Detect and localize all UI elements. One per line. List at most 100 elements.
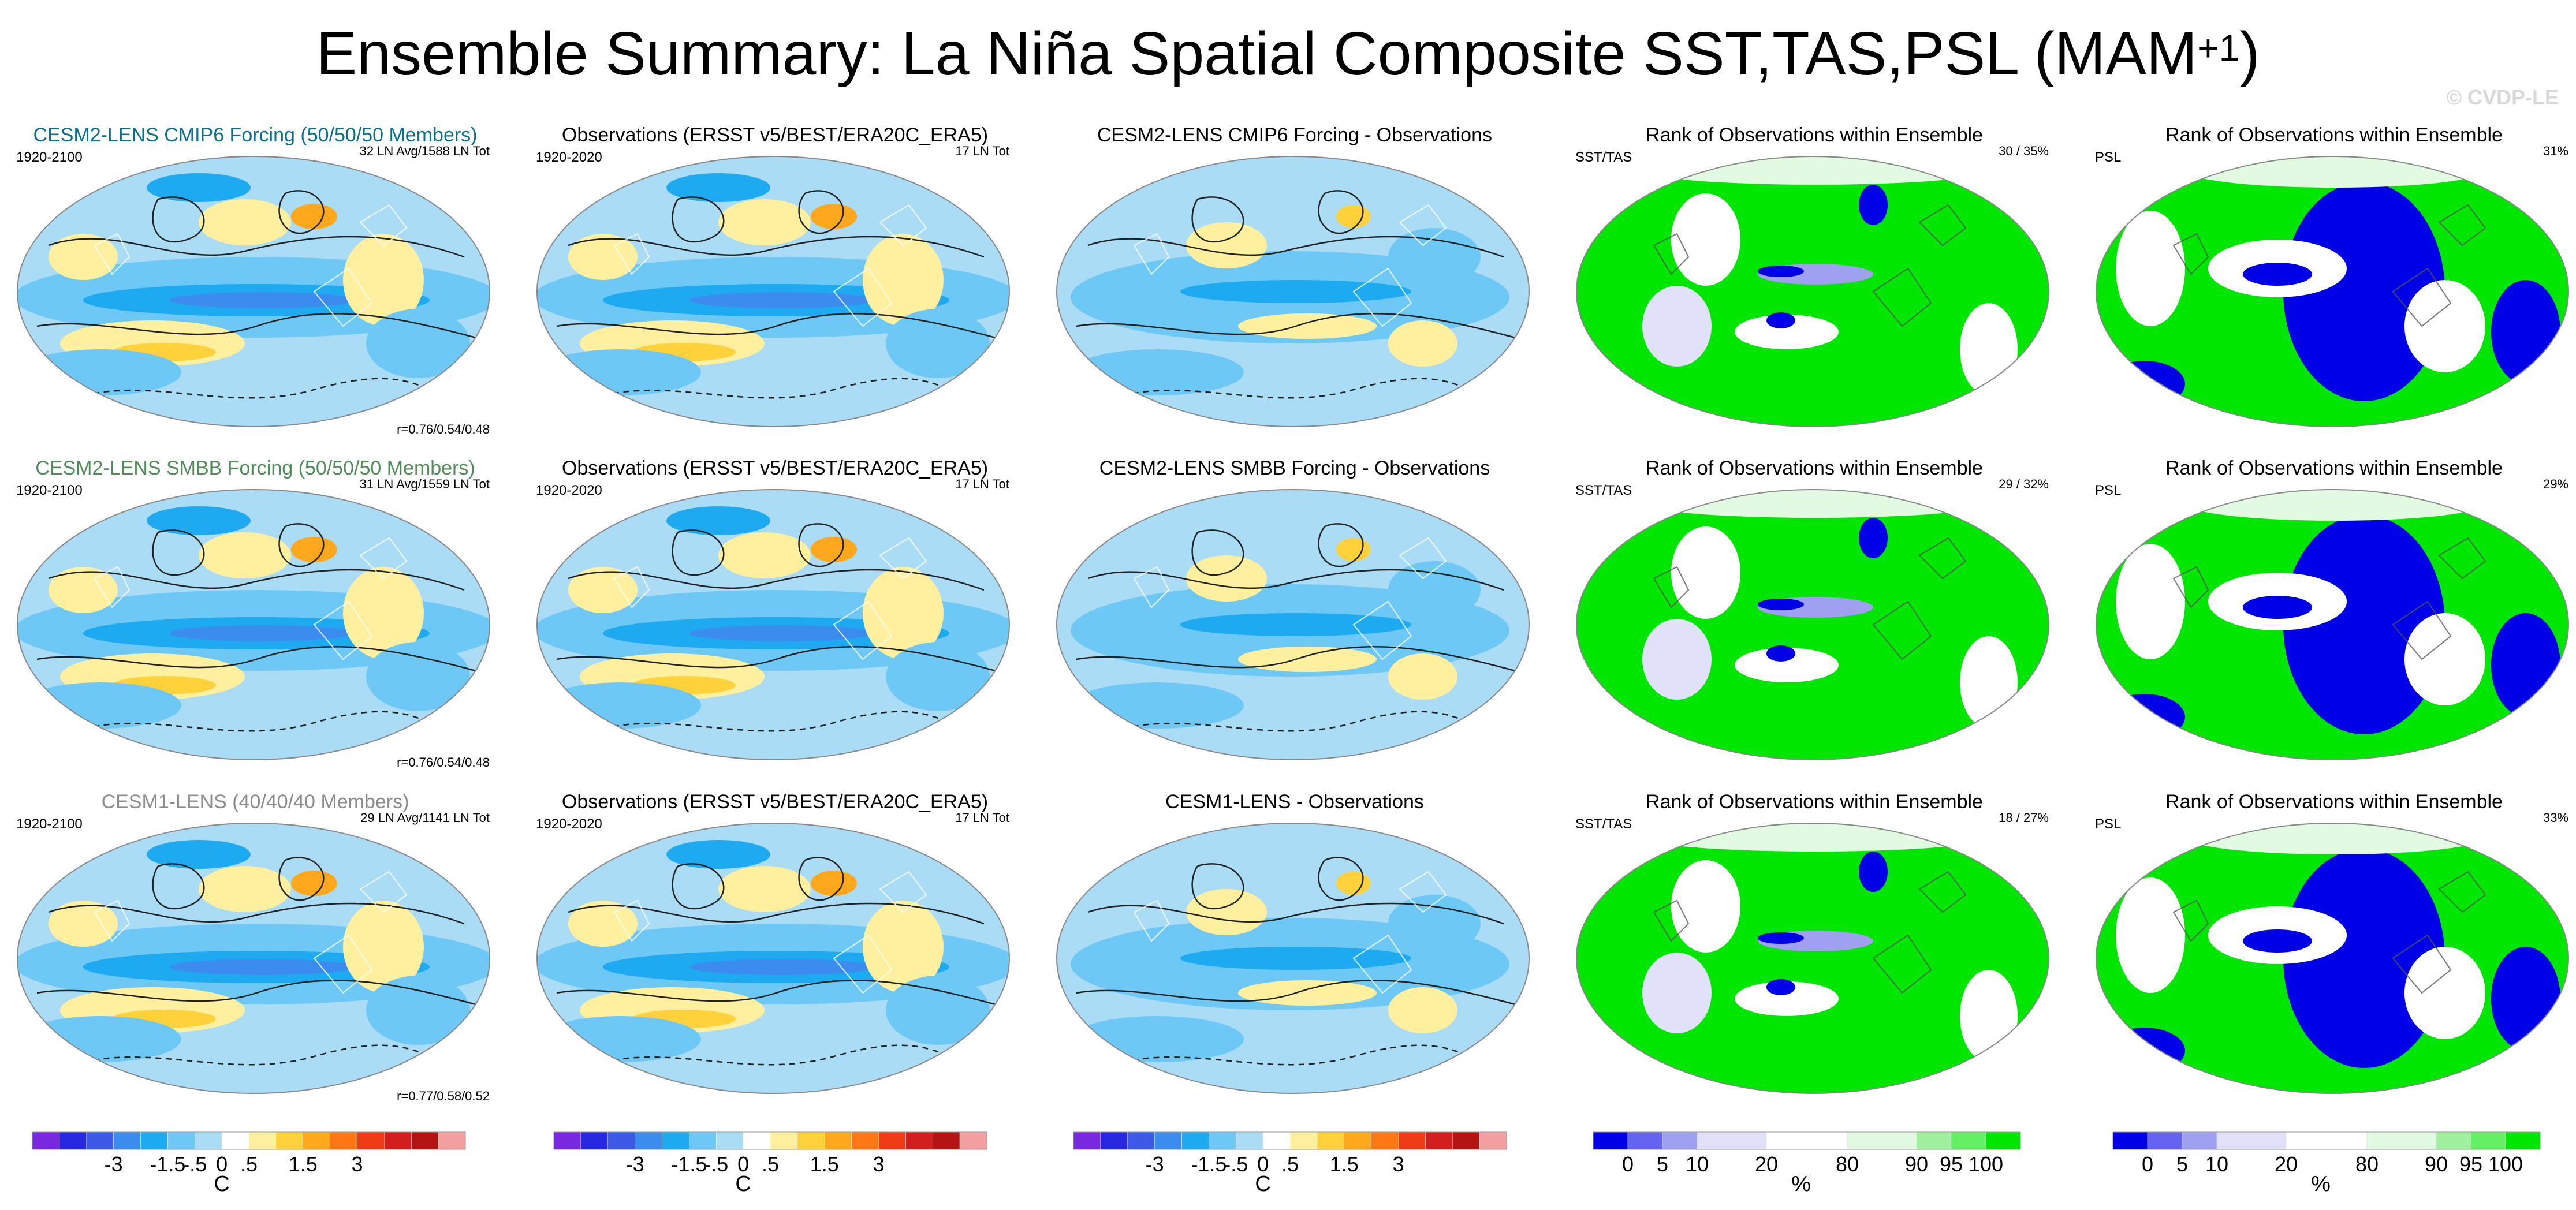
obs-title: Observations (ERSST v5/BEST/ERA20C_ERA5) <box>561 457 989 479</box>
panel-r3-c3: CESM1-LENS - Observations <box>1046 791 1543 1114</box>
colorbar-tick-label: 0 <box>2141 1152 2154 1176</box>
colorbar-tick-label: 0 <box>737 1152 750 1176</box>
panel-r3-c5: Rank of Observations within Ensemble PSL 3… <box>2086 791 2576 1114</box>
count-label: 31 LN Avg/1559 LN Tot <box>359 477 490 491</box>
period-label: 1920-2020 <box>536 816 602 832</box>
rank-title: Rank of Observations within Ensemble <box>2165 124 2503 146</box>
colorbar-tick-label: 20 <box>1754 1152 1779 1176</box>
diff-map <box>1056 156 1530 427</box>
panel-r2-c4: Rank of Observations within Ensemble SST/… <box>1566 457 2063 780</box>
colorbar-tick-label: 10 <box>1685 1152 1709 1176</box>
rank-var-label: SST/TAS <box>1575 150 1632 165</box>
colorbar-tick-label: 95 <box>2459 1152 2483 1176</box>
temp-map <box>536 823 1010 1094</box>
colorbar-tick-label: 3 <box>351 1152 363 1176</box>
rank-var-label: PSL <box>2095 816 2122 832</box>
temperature-colorbar: -3 -1.5 -.5 0 .5 1.5 3 C <box>32 1131 466 1196</box>
colorbar-unit: C <box>214 1172 230 1196</box>
figure-title: Ensemble Summary: La Niña Spatial Compos… <box>316 20 2260 88</box>
temp-map <box>536 489 1010 760</box>
period-label: 1920-2100 <box>16 483 83 498</box>
model-title: CESM1-LENS (40/40/40 Members) <box>101 791 409 813</box>
colorbar-unit: % <box>1791 1172 1811 1196</box>
colorbar-tick-label: .5 <box>1281 1152 1299 1176</box>
colorbar-tick-label: -.5 <box>704 1152 729 1176</box>
rank-colorbar: 0 5 10 20 80 90 95 100% <box>2112 1131 2541 1196</box>
count-label: 29 LN Avg/1141 LN Tot <box>360 811 490 825</box>
colorbar-tick-label: -1.5 <box>150 1152 186 1176</box>
colorbar-tick-label: 1.5 <box>288 1152 318 1176</box>
rank-map <box>1576 156 2049 427</box>
watermark: © CVDP-LE <box>2446 85 2559 109</box>
rank-percent: 29% <box>2543 477 2568 491</box>
panel-r1-c3: CESM2-LENS CMIP6 Forcing - Observations <box>1046 124 1543 447</box>
rank-title: Rank of Observations within Ensemble <box>2165 457 2503 479</box>
colorbar-tick-label: 1.5 <box>810 1152 839 1176</box>
colorbar-tick-label: -3 <box>1145 1152 1164 1176</box>
count-label: 17 LN Tot <box>955 144 1009 158</box>
period-label: 1920-2100 <box>16 150 83 165</box>
panel-r2-c5: Rank of Observations within Ensemble PSL 2… <box>2086 457 2576 780</box>
colorbar-tick-label: 100 <box>2488 1152 2523 1176</box>
rank-percent: 30 / 35% <box>1999 144 2049 158</box>
colorbar-tick-label: 95 <box>1939 1152 1963 1176</box>
rank-colorbar: 0 5 10 20 80 90 95 100% <box>1593 1131 2021 1196</box>
colorbar-tick-label: -.5 <box>1224 1152 1248 1176</box>
obs-title: Observations (ERSST v5/BEST/ERA20C_ERA5) <box>561 791 989 813</box>
colorbar-tick-label: 20 <box>2274 1152 2298 1176</box>
rank-var-label: PSL <box>2095 150 2122 165</box>
colorbar-tick-label: 5 <box>1656 1152 1669 1176</box>
panel-r1-c1: CESM2-LENS CMIP6 Forcing (50/50/50 Membe… <box>7 124 504 447</box>
panel-r1-c4: Rank of Observations within Ensemble SST/… <box>1566 124 2063 447</box>
temp-map <box>17 823 490 1094</box>
rank-map <box>1576 489 2049 760</box>
colorbar-unit: C <box>735 1172 751 1196</box>
colorbar-tick-label: 1.5 <box>1329 1152 1359 1176</box>
rank-percent: 29 / 32% <box>1999 477 2049 491</box>
temperature-colorbar: -3 -1.5 -.5 0 .5 1.5 3 C <box>1073 1131 1507 1196</box>
count-label: 32 LN Avg/1588 LN Tot <box>359 144 490 158</box>
colorbar-tick-label: -3 <box>625 1152 644 1176</box>
psl-map <box>2096 156 2569 427</box>
temp-map <box>17 156 490 427</box>
panel-r3-c2: Observations (ERSST v5/BEST/ERA20C_ERA5)… <box>527 791 1023 1114</box>
colorbar-tick-label: 3 <box>1392 1152 1404 1176</box>
colorbar-tick-label: -.5 <box>182 1152 207 1176</box>
colorbar-tick-label: 0 <box>1621 1152 1634 1176</box>
colorbar-tick-label: 90 <box>1904 1152 1929 1176</box>
pattern-correlation: r=0.77/0.58/0.52 <box>397 1089 490 1103</box>
model-title: CESM2-LENS SMBB Forcing (50/50/50 Member… <box>35 457 475 479</box>
panel-r1-c5: Rank of Observations within Ensemble PSL 3… <box>2086 124 2576 447</box>
colorbar-tick-label: 5 <box>2176 1152 2189 1176</box>
panel-r1-c2: Observations (ERSST v5/BEST/ERA20C_ERA5)… <box>527 124 1023 447</box>
colorbar-tick-label: 0 <box>1257 1152 1269 1176</box>
panel-r3-c1: CESM1-LENS (40/40/40 Members) 1920-2100 29… <box>7 791 504 1114</box>
colorbar-unit: % <box>2311 1172 2331 1196</box>
count-label: 17 LN Tot <box>955 811 1009 825</box>
psl-map <box>2096 489 2569 760</box>
colorbar-tick-label: -3 <box>104 1152 123 1176</box>
panel-r3-c4: Rank of Observations within Ensemble SST/… <box>1566 791 2063 1114</box>
temperature-colorbar: -3 -1.5 -.5 0 .5 1.5 3 C <box>553 1131 987 1196</box>
diff-title: CESM2-LENS SMBB Forcing - Observations <box>1099 457 1490 479</box>
period-label: 1920-2020 <box>536 483 602 498</box>
pattern-correlation: r=0.76/0.54/0.48 <box>397 755 490 770</box>
diff-map <box>1056 823 1530 1094</box>
period-label: 1920-2100 <box>16 816 83 832</box>
panel-r2-c3: CESM2-LENS SMBB Forcing - Observations <box>1046 457 1543 780</box>
psl-map <box>2096 823 2569 1094</box>
colorbar-tick-label: 90 <box>2424 1152 2448 1176</box>
colorbar-tick-label: 80 <box>1835 1152 1859 1176</box>
colorbar-tick-label: 0 <box>216 1152 228 1176</box>
rank-percent: 31% <box>2543 144 2568 158</box>
rank-title: Rank of Observations within Ensemble <box>2165 791 2503 813</box>
rank-map <box>1576 823 2049 1094</box>
colorbar-unit: C <box>1255 1172 1271 1196</box>
rank-var-label: SST/TAS <box>1575 483 1632 498</box>
temp-map <box>536 156 1010 427</box>
colorbar-tick-label: 10 <box>2205 1152 2229 1176</box>
diff-title: CESM2-LENS CMIP6 Forcing - Observations <box>1097 124 1492 146</box>
rank-percent: 33% <box>2543 811 2568 825</box>
panel-r2-c2: Observations (ERSST v5/BEST/ERA20C_ERA5)… <box>527 457 1023 780</box>
obs-title: Observations (ERSST v5/BEST/ERA20C_ERA5) <box>561 124 989 146</box>
